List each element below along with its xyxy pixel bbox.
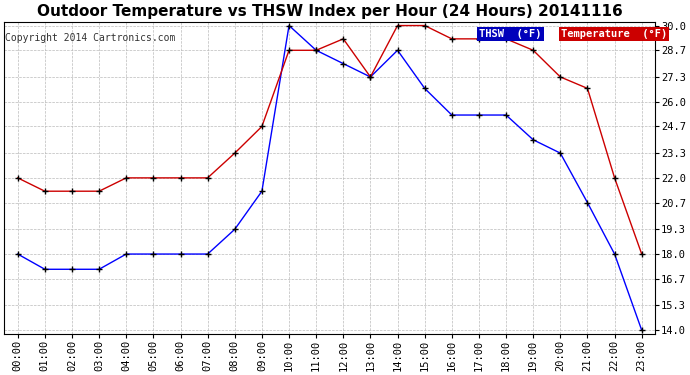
Title: Outdoor Temperature vs THSW Index per Hour (24 Hours) 20141116: Outdoor Temperature vs THSW Index per Ho… [37,4,622,19]
Text: THSW  (°F): THSW (°F) [480,28,542,39]
Text: Temperature  (°F): Temperature (°F) [561,28,667,39]
Text: Copyright 2014 Cartronics.com: Copyright 2014 Cartronics.com [6,33,176,43]
